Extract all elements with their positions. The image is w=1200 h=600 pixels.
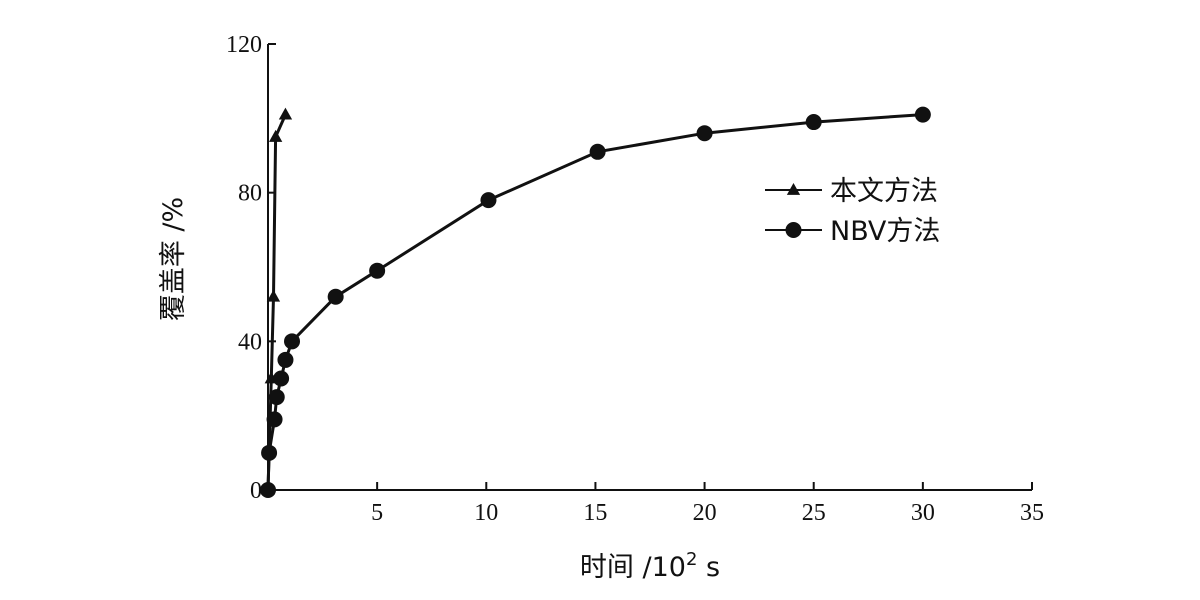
legend-marker-triangle [786,183,801,195]
data-point-circle [266,411,283,428]
data-point-circle [480,192,497,209]
data-point-circle [369,262,386,279]
series-triangle [261,107,293,495]
data-point-circle [696,125,713,142]
y-tick-label: 120 [226,32,262,58]
data-point-circle [327,288,344,305]
x-tick-label: 25 [802,500,826,526]
data-point-circle [277,351,294,368]
data-point-circle [273,370,290,387]
y-ticks: 0 40 80 120 [226,32,276,504]
x-axis-label-unit: s [697,552,720,583]
x-ticks: 5 10 15 20 25 30 35 [371,482,1044,526]
legend: 本文方法 NBV方法 [765,176,940,247]
data-point-circle [284,333,301,350]
data-point-circle [260,482,276,498]
y-axis-label: 覆盖率 /% [158,197,189,321]
x-tick-label: 35 [1020,500,1044,526]
data-point-triangle [266,289,281,302]
data-point-triangle [278,107,293,120]
legend-label: NBV方法 [830,216,940,247]
x-tick-label: 5 [371,500,383,526]
data-point-circle [589,143,606,160]
x-tick-label: 30 [911,500,935,526]
legend-marker-circle [785,222,802,238]
data-point-circle [261,444,278,461]
series-circle [260,106,931,498]
x-axis-label-main: 时间 /10 [580,552,686,583]
x-tick-label: 10 [474,500,498,526]
x-tick-label: 15 [583,500,607,526]
x-tick-label: 20 [693,500,717,526]
data-point-circle [805,114,822,131]
legend-item: NBV方法 [765,216,940,247]
y-tick-label: 0 [250,478,262,504]
x-axis-label: 时间 /102 s [580,549,720,583]
series-line [266,113,924,491]
data-point-circle [914,106,931,123]
series-line [266,113,287,491]
x-axis-label-superscript: 2 [686,549,697,570]
y-tick-label: 80 [238,181,262,207]
legend-label: 本文方法 [830,176,938,207]
series-layer [260,106,931,498]
legend-item: 本文方法 [765,176,938,207]
data-point-triangle [268,129,283,142]
y-tick-label: 40 [238,329,262,355]
data-point-circle [268,389,285,406]
